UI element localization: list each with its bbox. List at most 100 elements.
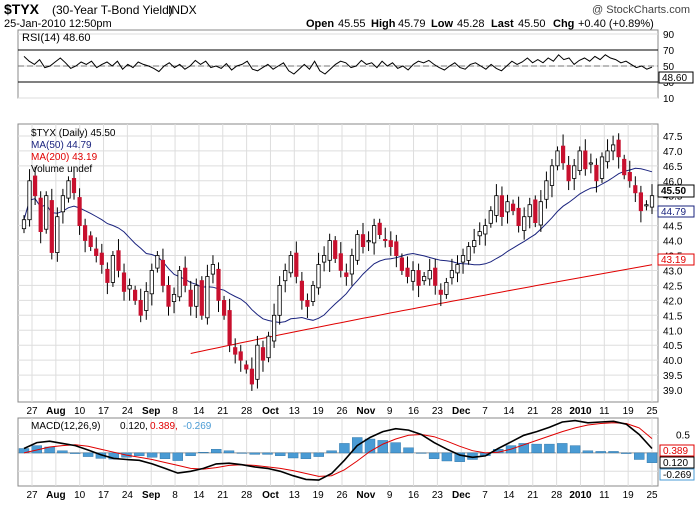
chg-value: +0.40 (+0.89%) [578,18,654,30]
macd-hist-bar [134,452,145,456]
macd-hist-bar [249,452,260,455]
candle-body [561,145,566,164]
macd-hist-bar [390,442,401,454]
candle [132,285,138,305]
macd-hist-bar [223,450,235,454]
candle [466,242,471,265]
candle [421,271,427,286]
candle-body [166,284,171,307]
macd-hist-bar [646,452,658,463]
candle [105,262,110,295]
symbol-name: (30-Year T-Bond Yield) [52,3,173,17]
price-tick-label: 39.0 [663,386,683,397]
candle-body [611,144,616,152]
candle [177,265,182,302]
macd-x-tick-label: 11 [599,490,610,501]
candle [38,191,43,244]
low-label: Low [431,18,453,30]
candle [388,231,393,256]
candle-body [460,255,466,263]
macd-hist-bar [364,438,376,454]
candle [494,184,499,223]
candle-body [305,299,310,307]
candle [488,206,493,228]
candle-body [421,276,427,282]
candle-body [483,225,488,235]
price-tick-label: 46.0 [663,177,683,188]
candle-body [388,240,393,248]
candle [338,242,343,278]
ma50-box [657,205,695,218]
candle-body [210,264,215,275]
rsi-tick-label: 10 [663,94,675,105]
candle [416,263,421,298]
candle [344,263,349,286]
macd-x-tick-label: 25 [646,490,658,501]
macd-x-tick-label: 17 [98,490,110,501]
price-x-tick-label: Nov [356,406,375,417]
candle [438,283,443,307]
candle [144,282,149,320]
candle-body [88,235,93,248]
rsi-ticks: 1030507090 [663,30,675,105]
candle [149,263,154,306]
candle [288,251,293,278]
rsi-line [23,54,653,75]
macd-hist-bar [300,452,312,459]
symbol-title: $TYX [4,1,40,17]
candle [399,253,405,275]
candle [405,256,410,284]
price-legend-symbol: $TYX (Daily) 45.50 [31,128,116,139]
rsi-grid [18,33,658,99]
price-x-tick-label: 14 [193,406,205,417]
macd-x-tick-label: 19 [313,490,325,501]
macd-x-tick-label: 26 [336,490,348,501]
candle-body [622,158,627,176]
candle [355,230,360,265]
candle [294,241,299,284]
candle-body [555,150,560,167]
candle-body [277,284,282,316]
candle-body [333,240,338,259]
price-tick-label: 42.5 [663,281,683,292]
candle [583,139,588,176]
candle [533,195,538,228]
candle-body [60,195,66,213]
candle-body [33,175,38,197]
exchange-label: INDX [168,3,197,17]
open-label: Open [306,18,334,30]
rsi-panel: 1030507090 RSI(14) 48.60 48.60 [17,29,694,105]
candle-body [105,268,110,283]
macd-x-tick-label: 27 [26,490,38,501]
rsi-value-label: 48.60 [662,73,687,84]
macd-hist-bar [172,452,184,461]
candle-body [360,234,366,248]
macd-x-tick-label: 24 [122,490,134,501]
price-x-tick-label: 28 [551,406,563,417]
price-x-tick-label: 8 [172,406,178,417]
macd-tick-label: 0.5 [676,431,690,442]
candle-body [227,310,232,346]
macd-hist-bar [634,452,645,460]
price-x-tick-label: 21 [527,406,539,417]
candle [561,134,566,170]
candle-body [449,270,455,279]
candle-body [99,252,104,265]
macd-x-tick-label: 13 [289,490,301,501]
candle-body [583,150,588,170]
candle [77,188,82,235]
candle [221,295,227,320]
candle [27,169,32,227]
candle-body [499,195,505,217]
candle-body [327,240,332,261]
candle-body [516,207,521,227]
price-x-tick-label: 21 [217,406,229,417]
candle-body [533,199,538,223]
candle [505,194,510,224]
candle [199,276,204,320]
macd-box-signal [659,444,695,457]
candle [527,197,532,229]
candle-body [566,164,571,182]
candle-body [260,347,266,361]
macd-hist-bar [608,451,619,454]
